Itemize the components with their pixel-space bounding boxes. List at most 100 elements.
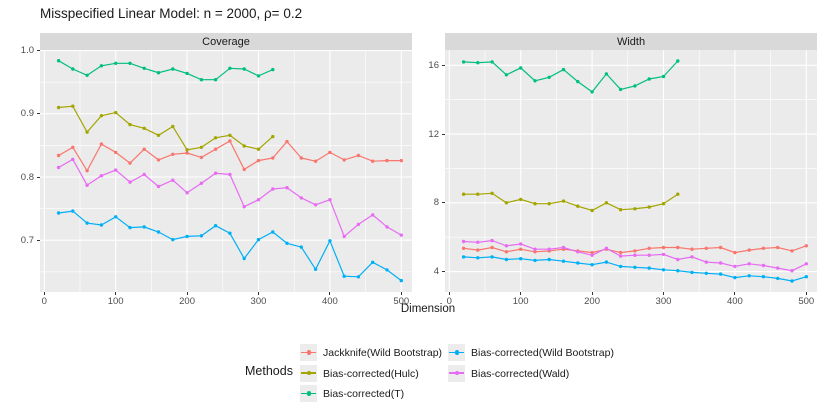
series-point (476, 61, 480, 65)
series-point (519, 66, 523, 70)
x-axis-label: Dimension (400, 303, 456, 315)
y-tick-mark (36, 50, 40, 52)
y-tick-label: 16 (428, 59, 439, 71)
series-point (256, 74, 261, 78)
series-point (213, 224, 218, 228)
series-point (213, 171, 218, 175)
series-point (747, 262, 751, 266)
x-tick-mark (43, 292, 45, 295)
series-point (385, 268, 389, 272)
series-point (647, 253, 651, 257)
series-point (618, 264, 623, 269)
series-point (199, 234, 204, 238)
series-point (185, 234, 189, 239)
series-point (733, 264, 737, 269)
series-point (256, 158, 261, 163)
x-tick-mark (448, 292, 450, 295)
series-point (490, 238, 494, 243)
x-tick-mark (591, 292, 593, 295)
series-point (490, 191, 494, 195)
series-point (604, 72, 609, 76)
series-point (185, 191, 189, 195)
y-tick-mark (36, 239, 40, 241)
legend-item-label: Bias-corrected(Wald) (471, 367, 570, 380)
series-point (71, 209, 75, 213)
series-point (519, 242, 523, 246)
legend-key (300, 385, 317, 402)
series-point (56, 153, 61, 158)
series-point (461, 255, 466, 259)
x-tick-label: 200 (584, 296, 600, 307)
series-point (228, 231, 232, 235)
series-point (561, 259, 566, 263)
x-tick-label: 0 (446, 296, 452, 307)
legend-item-label: Bias-corrected(T) (323, 388, 405, 400)
series-point (490, 60, 494, 64)
series-point (99, 142, 104, 146)
legend-key-point-icon (306, 370, 311, 376)
series-point (490, 255, 494, 259)
series-point (533, 250, 537, 254)
series-point (85, 183, 89, 187)
series-point (328, 239, 332, 243)
series-point (156, 71, 161, 75)
legend-key-point-icon (306, 350, 311, 355)
series-point (399, 158, 403, 163)
series-point (313, 159, 318, 163)
series-line (58, 60, 274, 81)
x-tick-label: 100 (107, 296, 124, 307)
series-point (561, 245, 566, 250)
series-point (519, 257, 523, 261)
series-point (85, 221, 89, 225)
series-point (142, 126, 146, 130)
series-point (99, 114, 104, 118)
series-point (761, 275, 766, 279)
series-point (242, 144, 246, 148)
x-tick-mark (329, 292, 331, 295)
series-point (114, 61, 118, 65)
series-point (228, 66, 232, 70)
series-point (299, 156, 303, 160)
series-point (256, 198, 261, 202)
series-point (733, 275, 737, 280)
series-point (576, 204, 580, 208)
x-tick-mark (520, 292, 522, 295)
series-point (342, 234, 346, 239)
series-point (142, 66, 146, 70)
series-point (213, 147, 218, 151)
series-point (356, 222, 361, 227)
series-point (228, 172, 232, 177)
series-point (533, 258, 537, 263)
series-point (256, 147, 261, 151)
series-point (576, 79, 580, 84)
series-point (228, 139, 232, 143)
series-point (561, 199, 566, 203)
y-tick-mark (441, 202, 445, 204)
series-point (114, 150, 118, 155)
x-tick-label: 400 (321, 296, 338, 307)
series-point (661, 268, 666, 272)
series-point (761, 263, 766, 268)
y-tick-label: 12 (428, 128, 439, 140)
series-point (633, 253, 637, 257)
series-point (618, 254, 623, 258)
series-point (199, 145, 204, 149)
legend-key-point-icon (454, 350, 459, 355)
series-point (271, 134, 275, 139)
series-point (185, 151, 189, 155)
series-point (371, 260, 375, 264)
series-point (690, 247, 694, 251)
series-point (399, 233, 403, 237)
series-point (342, 158, 346, 162)
y-tick-mark (441, 64, 445, 66)
series-point (733, 250, 737, 255)
series-point (56, 59, 61, 63)
series-point (704, 271, 708, 275)
series-point (271, 187, 275, 191)
series-point (576, 250, 580, 254)
series-point (519, 247, 523, 251)
series-point (590, 253, 594, 257)
series-point (661, 252, 666, 257)
series-point (490, 245, 494, 250)
x-tick-label: 400 (726, 296, 743, 307)
